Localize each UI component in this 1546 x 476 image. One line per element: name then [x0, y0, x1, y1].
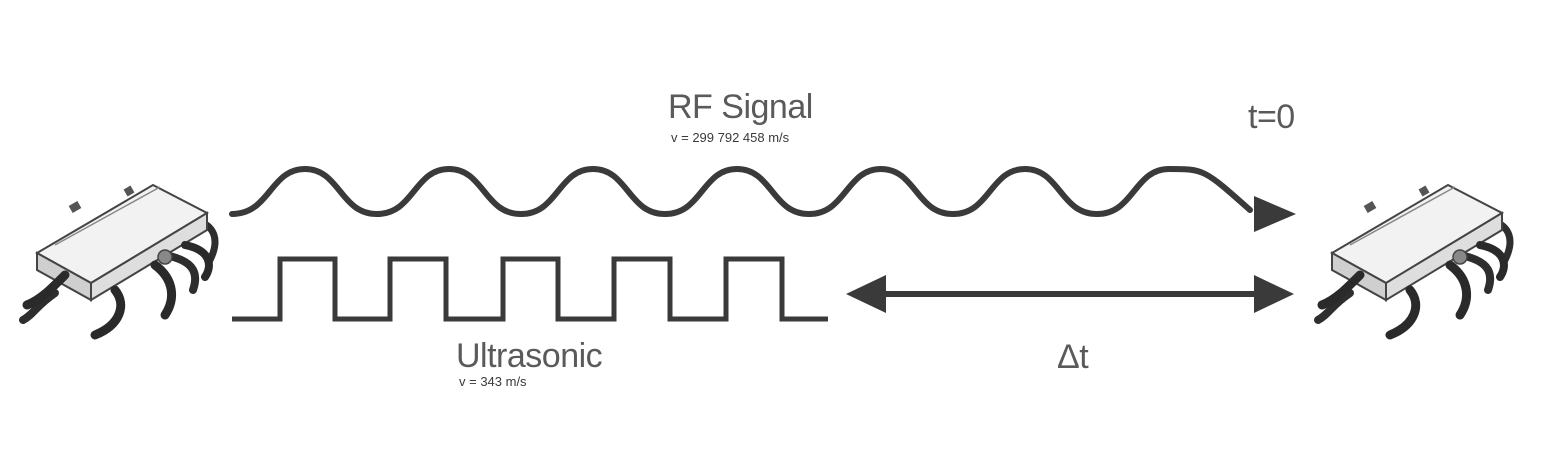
time-start-label: t=0 — [1248, 98, 1295, 136]
robot-right-icon — [1318, 185, 1510, 335]
ultrasonic-speed: v = 343 m/s — [459, 374, 527, 389]
robot-left-icon — [23, 185, 215, 335]
rf-signal-speed: v = 299 792 458 m/s — [671, 130, 790, 145]
ultrasonic-title: Ultrasonic — [456, 337, 603, 375]
rf-wave — [229, 165, 1253, 218]
delta-t-arrowhead-right — [1254, 275, 1294, 313]
rf-arrowhead — [1254, 196, 1296, 232]
delta-t-arrowhead-left — [846, 275, 886, 313]
rf-signal-title: RF Signal — [668, 88, 813, 126]
ultrasonic-wave — [232, 256, 828, 322]
delta-t-label: Δt — [1057, 338, 1089, 376]
